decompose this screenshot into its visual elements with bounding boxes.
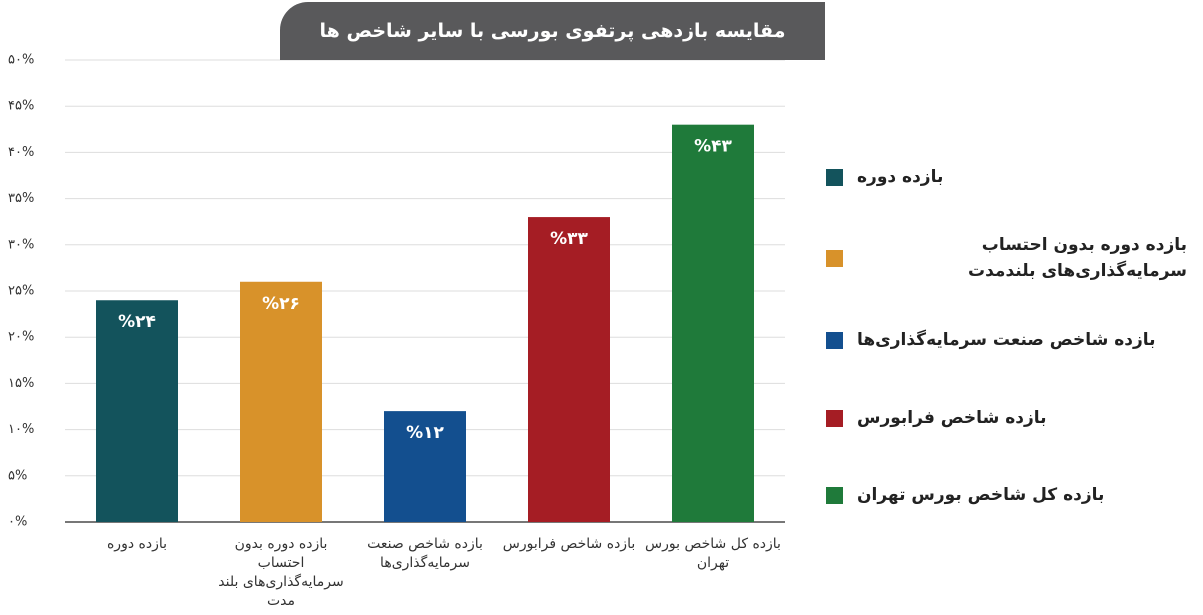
y-tick-label: ۳۰% (8, 237, 34, 252)
y-tick-label: ۵۰% (8, 53, 34, 68)
bar (528, 217, 610, 522)
chart-title: مقایسه بازدهی پرتفوی بورسی با سایر شاخص … (280, 2, 825, 60)
legend-swatch (826, 168, 843, 186)
legend-item: بازده شاخص صنعت سرمایه‌گذاری‌ها (826, 314, 1156, 366)
legend-item: بازده کل شاخص بورس تهران (826, 469, 1104, 521)
x-tick-label: بازده شاخص فرابورس (502, 536, 636, 552)
data-label: %۴۳ (694, 137, 732, 157)
legend-item: بازده شاخص فرابورس (826, 392, 1047, 444)
y-tick-label: ۱۵% (8, 376, 34, 391)
legend-label: بازده کل شاخص بورس تهران (857, 485, 1105, 505)
y-tick-label: ۲۵% (8, 284, 34, 299)
y-tick-label: ۴۵% (8, 99, 34, 114)
bar (672, 124, 754, 523)
data-label: %۲۴ (118, 312, 156, 332)
y-tick-label: ۰% (8, 515, 27, 530)
data-label: %۳۳ (550, 229, 588, 249)
legend-swatch (826, 486, 843, 504)
legend-swatch (826, 249, 843, 267)
legend-item: بازده دوره (826, 151, 943, 203)
y-tick-label: ۵% (8, 468, 27, 483)
bar (96, 300, 178, 522)
legend-swatch (826, 409, 843, 427)
bar (384, 411, 466, 522)
legend-label: بازده دوره بدون احتساب سرمایه‌گذاری‌های … (968, 235, 1187, 281)
legend-label: بازده شاخص فرابورس (857, 408, 1047, 428)
y-tick-label: ۲۰% (8, 330, 34, 345)
x-tick-label: بازده دوره (106, 536, 168, 552)
x-tick-label: بازده کل شاخص بورس تهران (645, 536, 781, 571)
data-label: %۲۶ (262, 294, 300, 314)
bar (240, 281, 322, 522)
legend-item: بازده دوره بدون احتساب سرمایه‌گذاری‌های … (826, 232, 1187, 284)
legend-label: بازده شاخص صنعت سرمایه‌گذاری‌ها (857, 330, 1156, 350)
y-tick-label: ۱۰% (8, 422, 34, 437)
x-tick-label: بازده شاخص صنعت سرمایه‌گذاری‌ها (367, 536, 483, 571)
legend-label: بازده دوره (857, 167, 944, 187)
y-tick-label: ۴۰% (8, 145, 34, 160)
data-label: %۱۲ (406, 423, 444, 443)
y-tick-label: ۳۵% (8, 191, 34, 206)
legend-swatch (826, 331, 843, 349)
x-tick-label: بازده دوره بدون احتساب سرمایه‌گذاری‌های … (218, 536, 344, 609)
